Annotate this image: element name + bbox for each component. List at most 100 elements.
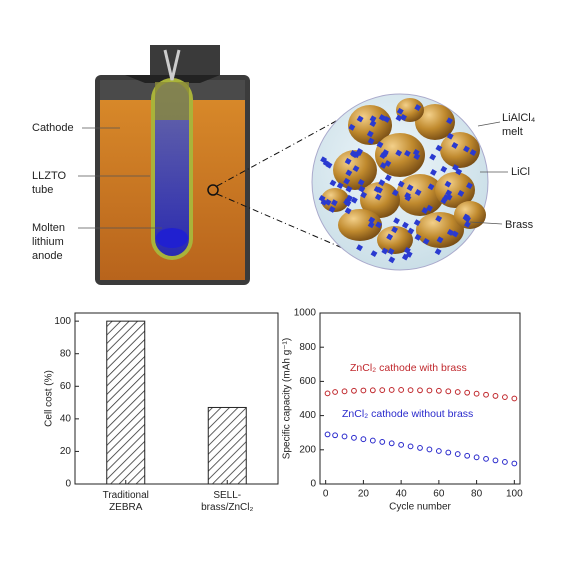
licl-particle <box>391 226 399 234</box>
licl-particle <box>414 188 422 196</box>
x-tick-label: Traditional ZEBRA <box>102 490 149 513</box>
zoom-line <box>216 119 339 187</box>
y-tick-label: 800 <box>299 342 316 353</box>
licl-particle <box>440 165 448 173</box>
y-tick-label: 1000 <box>294 308 317 319</box>
y-tick-label: 200 <box>299 444 316 455</box>
licl-particle <box>344 207 352 215</box>
licl-particle <box>366 130 374 138</box>
y-axis-label: Specific capacity (mAh g⁻¹) <box>282 338 293 459</box>
brass-grain <box>377 226 413 254</box>
data-point <box>473 454 480 461</box>
x-tick-label: SELL-brass/ZnCl₂ <box>201 490 254 513</box>
licl-particle <box>376 186 383 194</box>
data-point <box>388 440 395 447</box>
data-point <box>369 387 376 394</box>
licl-particle <box>397 180 405 188</box>
licl-particle <box>404 192 411 199</box>
data-point <box>398 441 405 448</box>
data-point <box>379 387 386 394</box>
brass-grain <box>416 212 464 248</box>
licl-particle <box>446 132 454 140</box>
licl-particle <box>329 179 337 187</box>
diagram-label: Cathode <box>32 122 74 134</box>
data-point <box>464 389 471 396</box>
y-tick-label: 100 <box>54 316 71 327</box>
data-point <box>511 460 518 467</box>
licl-particle <box>355 149 363 157</box>
licl-particle <box>374 193 382 201</box>
data-point <box>473 390 480 397</box>
licl-particle <box>360 191 368 199</box>
licl-particle <box>401 221 409 229</box>
licl-particle <box>469 149 477 156</box>
licl-particle <box>451 142 459 149</box>
data-point <box>417 445 423 451</box>
data-point <box>511 395 518 402</box>
plot-frame <box>319 312 521 485</box>
licl-particle <box>463 145 470 153</box>
diagram-label: LiAlCl₄ melt <box>502 112 536 138</box>
y-tick-label: 80 <box>60 348 72 359</box>
licl-particle <box>344 199 352 207</box>
licl-particle <box>395 114 403 122</box>
data-point <box>417 387 423 394</box>
x-tick-label: 0 <box>323 489 329 500</box>
data-point <box>435 448 442 454</box>
data-point <box>351 434 357 441</box>
data-point <box>435 387 442 394</box>
licl-particle <box>391 189 399 197</box>
licl-particle <box>375 221 383 229</box>
licl-particle <box>442 194 450 201</box>
licl-particle <box>396 107 404 115</box>
data-point <box>351 387 357 394</box>
data-point <box>454 389 461 395</box>
licl-particle <box>349 149 357 157</box>
plot-frame <box>74 312 279 485</box>
data-point <box>341 388 348 395</box>
brass-grains <box>318 98 486 264</box>
licl-particle <box>356 244 363 252</box>
licl-particle <box>369 115 377 123</box>
data-point <box>492 393 499 399</box>
licl-particle <box>413 153 421 160</box>
licl-particle <box>328 206 336 213</box>
bar <box>106 320 146 485</box>
licl-particle <box>367 137 375 145</box>
licl-particle <box>457 190 465 197</box>
licl-particle <box>466 182 473 190</box>
licl-particle <box>429 153 437 161</box>
licl-particle <box>436 236 444 244</box>
data-point <box>398 387 405 393</box>
licl-particle <box>455 168 463 176</box>
licl-particle <box>358 185 366 193</box>
licl-particle <box>318 195 326 202</box>
x-tick-label: 80 <box>471 489 483 500</box>
licl-particle <box>452 164 459 171</box>
y-tick-label: 0 <box>65 479 71 490</box>
y-tick-label: 0 <box>310 479 316 490</box>
licl-particle <box>378 114 386 122</box>
licl-particle <box>386 233 394 241</box>
y-tick-label: 40 <box>60 413 72 424</box>
licl-particle <box>446 228 454 236</box>
licl-particle <box>412 148 420 156</box>
battery-drawing <box>95 45 250 285</box>
data-point <box>492 457 499 464</box>
licl-particle <box>320 156 327 164</box>
licl-particle <box>413 219 421 227</box>
licl-particle <box>404 149 411 157</box>
y-tick-label: 600 <box>299 376 316 387</box>
licl-particle <box>331 199 338 207</box>
brass-grain <box>415 104 455 140</box>
data-point <box>324 431 331 438</box>
licl-particle <box>346 194 353 202</box>
data-point <box>445 449 452 456</box>
data-point <box>464 452 471 459</box>
data-point <box>388 387 395 393</box>
licl-particle <box>387 248 395 255</box>
licl-particle <box>427 183 435 191</box>
data-point <box>407 387 414 394</box>
licl-particle <box>446 117 453 125</box>
